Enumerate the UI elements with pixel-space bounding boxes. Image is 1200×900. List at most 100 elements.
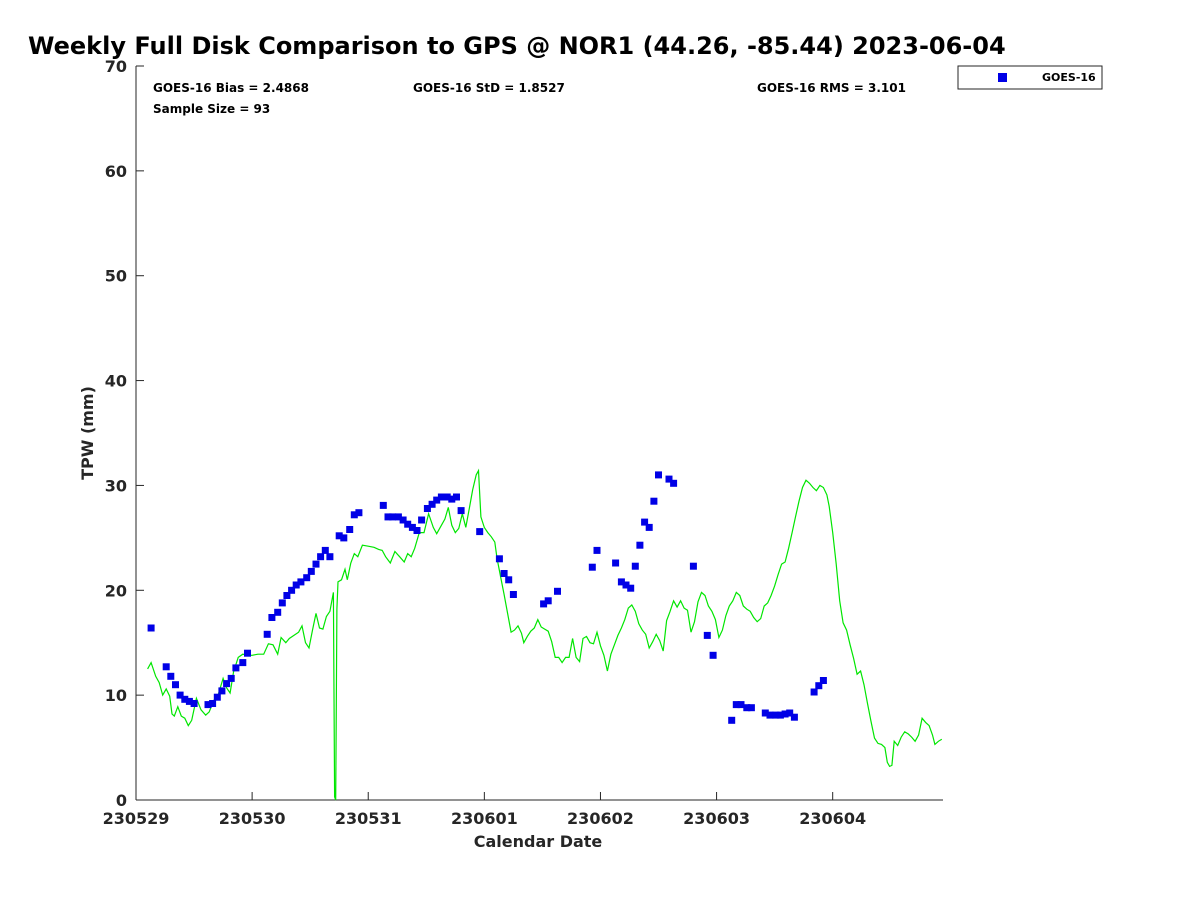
goes16-data-point — [761, 709, 769, 717]
goes16-data-point — [588, 563, 596, 571]
goes16-data-point — [786, 709, 794, 717]
x-tick-label: 230601 — [451, 809, 518, 828]
goes16-data-point — [317, 553, 325, 561]
scatter-series — [147, 471, 827, 724]
goes16-data-point — [167, 672, 175, 680]
goes16-data-point — [641, 518, 649, 526]
goes16-data-point — [162, 663, 170, 671]
stat-sample-size: Sample Size = 93 — [153, 102, 270, 116]
goes16-data-point — [622, 581, 630, 589]
goes16-data-point — [232, 664, 240, 672]
goes16-data-point — [500, 570, 508, 577]
goes16-data-point — [495, 555, 503, 563]
chart-title: Weekly Full Disk Comparison to GPS @ NOR… — [28, 32, 1006, 60]
goes16-data-point — [292, 581, 300, 589]
goes16-data-point — [213, 693, 221, 701]
goes16-data-point — [645, 523, 653, 531]
goes16-data-point — [540, 600, 548, 608]
goes16-data-point — [728, 716, 736, 724]
x-tick-label: 230602 — [567, 809, 634, 828]
y-tick-label: 70 — [105, 57, 127, 76]
goes16-data-point — [593, 546, 601, 554]
goes16-data-point — [689, 562, 697, 570]
goes16-data-point — [554, 587, 561, 595]
goes16-data-point — [612, 559, 620, 567]
x-tick-label: 230530 — [219, 809, 286, 828]
goes16-data-point — [617, 578, 625, 586]
goes16-data-point — [389, 513, 397, 521]
goes16-data-point — [244, 649, 251, 657]
goes16-data-point — [627, 584, 635, 592]
goes16-data-point — [509, 591, 517, 598]
goes16-data-point — [743, 704, 751, 712]
goes16-data-point — [204, 701, 212, 709]
y-tick-label: 30 — [105, 476, 127, 495]
goes16-data-point — [227, 674, 235, 682]
stat-rms: GOES-16 RMS = 3.101 — [757, 81, 906, 95]
goes16-data-point — [379, 501, 387, 509]
legend-label-goes16: GOES-16 — [1042, 71, 1096, 84]
goes16-data-point — [326, 553, 334, 561]
x-tick-label: 230529 — [103, 809, 170, 828]
y-ticks: 0 10 20 30 40 50 60 70 — [105, 57, 144, 810]
legend: GOES-16 — [957, 65, 1103, 90]
goes16-data-point — [185, 697, 193, 705]
goes16-data-point — [176, 691, 184, 699]
y-tick-label: 40 — [105, 372, 127, 391]
goes16-data-point — [457, 507, 465, 515]
goes16-data-point — [399, 516, 407, 524]
y-tick-label: 0 — [116, 791, 127, 810]
goes16-data-point — [772, 711, 780, 719]
y-tick-label: 20 — [105, 581, 127, 600]
goes16-data-point — [335, 532, 343, 540]
goes16-data-point — [732, 701, 740, 709]
goes16-data-point — [181, 695, 189, 703]
goes16-data-point — [384, 513, 392, 521]
goes16-data-point — [747, 704, 755, 712]
goes16-data-point — [190, 700, 198, 707]
goes16-data-point — [303, 574, 311, 582]
goes16-data-point — [297, 578, 305, 586]
goes16-data-point — [650, 497, 658, 505]
goes16-data-point — [737, 701, 745, 709]
stat-bias: GOES-16 Bias = 2.4868 — [153, 81, 309, 95]
goes16-data-point — [776, 711, 784, 719]
goes16-data-point — [448, 495, 456, 503]
goes16-data-point — [665, 475, 673, 483]
gps-tpw-line — [147, 468, 943, 801]
goes16-data-point — [278, 599, 286, 607]
goes16-data-point — [239, 659, 247, 667]
goes16-data-point — [443, 493, 451, 501]
goes16-data-point — [340, 534, 348, 542]
goes16-data-point — [437, 493, 445, 501]
goes16-data-point — [263, 630, 271, 638]
goes16-data-point — [404, 520, 412, 528]
goes16-data-point — [355, 509, 363, 517]
goes16-data-point — [453, 493, 460, 501]
goes16-data-point — [709, 651, 717, 659]
goes16-data-point — [766, 711, 774, 719]
y-tick-label: 60 — [105, 162, 127, 181]
goes16-data-point — [346, 526, 354, 533]
x-tick-label: 230604 — [799, 809, 866, 828]
goes16-data-point — [408, 523, 416, 531]
goes16-data-point — [288, 586, 296, 594]
goes16-data-point — [703, 631, 711, 639]
goes16-data-point — [544, 597, 552, 605]
goes16-data-point — [790, 713, 798, 721]
goes16-data-point — [394, 513, 402, 521]
goes16-data-point — [218, 687, 226, 695]
goes16-data-point — [655, 471, 662, 479]
goes16-data-point — [505, 576, 513, 584]
legend-box — [957, 65, 1103, 90]
goes16-data-point — [476, 528, 484, 536]
goes16-data-point — [433, 496, 441, 504]
goes16-data-point — [413, 527, 421, 534]
goes16-data-point — [810, 688, 818, 696]
goes16-data-point — [147, 624, 155, 632]
stat-std: GOES-16 StD = 1.8527 — [413, 81, 565, 95]
goes16-data-point — [321, 546, 329, 554]
goes16-data-point — [631, 562, 639, 570]
x-tick-label: 230603 — [683, 809, 750, 828]
